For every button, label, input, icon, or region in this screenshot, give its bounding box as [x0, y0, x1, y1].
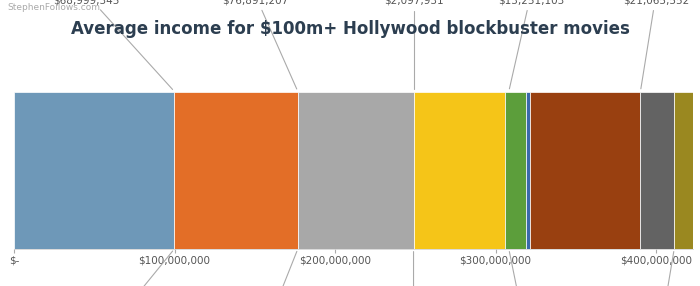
Bar [640, 92, 674, 249]
Bar [14, 92, 174, 249]
Text: Merchandising
$11,545,345: Merchandising $11,545,345 [618, 252, 694, 286]
Bar [174, 92, 298, 249]
Text: StephenFollows.com: StephenFollows.com [7, 3, 100, 12]
Text: Average income for $100m+ Hollywood blockbuster movies: Average income for $100m+ Hollywood bloc… [71, 20, 629, 38]
Text: Domestic TV Free TV
$13,251,103: Domestic TV Free TV $13,251,103 [477, 0, 584, 89]
Bar [526, 92, 530, 249]
Bar [530, 92, 640, 249]
Text: International TV
$56,938,862: International TV $56,938,862 [489, 252, 573, 286]
Text: Domestic Home Ent
$76,891,207: Domestic Home Ent $76,891,207 [203, 0, 307, 89]
Bar [505, 92, 526, 249]
Text: Other
$21,065,552: Other $21,065,552 [623, 0, 690, 89]
Bar [298, 92, 414, 249]
Text: International Home Ent
$57,437,448: International Home Ent $57,437,448 [194, 251, 316, 286]
Text: Domestic TV Pay TV
$14,623,103: Domestic TV Pay TV $14,623,103 [361, 252, 466, 286]
Text: International Theatrical
$99,949,000: International Theatrical $99,949,000 [25, 251, 173, 286]
Text: Domestic TV PPV
$2,097,931: Domestic TV PPV $2,097,931 [369, 0, 458, 89]
Bar [674, 92, 693, 249]
Bar [414, 92, 505, 249]
Text: Domestic Theatrical
$68,999,345: Domestic Theatrical $68,999,345 [34, 0, 173, 90]
